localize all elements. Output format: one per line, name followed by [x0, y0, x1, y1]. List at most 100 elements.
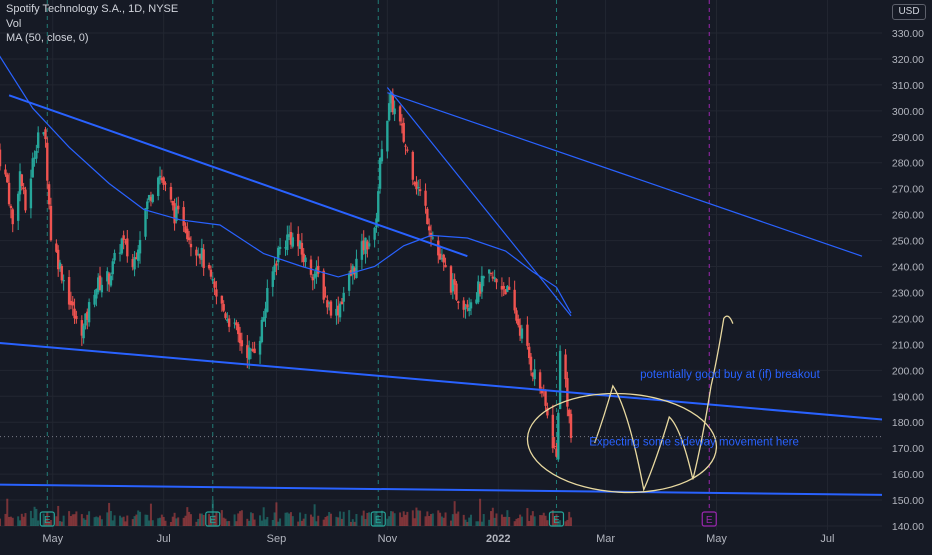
volume-bar [482, 514, 485, 526]
candle-body [247, 347, 251, 360]
price-tick-label: 150.00 [892, 495, 924, 507]
candle-body [238, 332, 242, 344]
candle-body [49, 205, 53, 241]
volume-bar [557, 520, 560, 526]
candle-body [95, 289, 98, 299]
volume-bar [262, 507, 265, 526]
candle-body [444, 265, 447, 268]
candle-body [118, 252, 122, 254]
candle-body [337, 305, 340, 316]
projection-path-drawing [594, 315, 734, 492]
volume-bar [171, 516, 174, 526]
volume-bar [68, 511, 71, 526]
volume-bar [120, 517, 123, 526]
volume-bar [450, 520, 453, 526]
symbol-title: Spotify Technology S.A., 1D, NYSE [6, 3, 179, 15]
volume-bar [297, 521, 300, 526]
candle-body [202, 249, 205, 269]
volume-bar [490, 511, 493, 526]
candle-body [404, 145, 407, 147]
price-tick-label: 190.00 [892, 391, 924, 403]
volume-bar [429, 514, 432, 526]
volume-bar [475, 521, 478, 526]
volume-bar [95, 516, 98, 526]
volume-bar [533, 516, 536, 526]
candle-body [513, 289, 516, 311]
candle-body [237, 324, 240, 335]
volume-bar [402, 511, 405, 526]
earnings-marker-label: E [209, 515, 216, 526]
currency-button[interactable]: USD [892, 4, 926, 20]
candle-body [106, 271, 109, 282]
volume-bar [275, 502, 278, 526]
volume-bar [299, 512, 302, 526]
volume-bar [555, 514, 558, 526]
volume-bar [11, 517, 14, 526]
sideways-ellipse-drawing [526, 392, 718, 494]
volume-bar [188, 511, 191, 526]
volume-bar [442, 517, 445, 526]
price-tick-label: 210.00 [892, 339, 924, 351]
volume-bar [164, 520, 167, 526]
volume-bar [186, 507, 189, 526]
volume-bar [508, 516, 511, 526]
candle-body [455, 283, 458, 300]
candlesticks [0, 88, 573, 462]
candle-body [378, 157, 382, 189]
volume-bar [491, 507, 494, 526]
volume-bar [279, 518, 282, 526]
price-tick-label: 300.00 [892, 106, 924, 118]
volume-bar [197, 518, 200, 526]
candle-body [367, 243, 371, 247]
candle-body [413, 182, 416, 185]
volume-bar [539, 515, 542, 526]
price-tick-label: 240.00 [892, 262, 924, 274]
candle-body [329, 301, 333, 316]
volume-bar [468, 517, 471, 526]
candle-body [526, 324, 529, 346]
volume-bar [149, 503, 152, 526]
candle-body [22, 187, 25, 190]
candle-body [437, 240, 440, 256]
candle-body [266, 288, 269, 312]
volume-bar [159, 517, 162, 526]
volume-bar [417, 510, 420, 526]
volume-bar [60, 521, 63, 526]
volume-bar [33, 506, 36, 526]
ma-line [0, 55, 572, 314]
volume-bar [200, 513, 203, 526]
volume-bar [470, 514, 473, 526]
candle-body [144, 208, 147, 237]
candle-body [275, 263, 278, 266]
candle-body [251, 349, 254, 352]
volume-bar [337, 517, 340, 526]
candle-body [18, 171, 22, 195]
volume-bar [202, 515, 205, 526]
candle-body [186, 228, 189, 240]
volume-bar [455, 513, 458, 526]
candle-body [347, 273, 351, 291]
volume-bar [444, 512, 447, 526]
candle-body [73, 308, 76, 319]
volume-bar [8, 516, 11, 526]
volume-bar [286, 512, 289, 526]
candle-body [16, 193, 20, 221]
candle-body [158, 175, 162, 178]
price-tick-label: 200.00 [892, 365, 924, 377]
candle-body [438, 253, 442, 260]
candle-body [209, 269, 213, 277]
volume-bar [380, 510, 383, 526]
candle-body [249, 349, 253, 351]
trendlines [0, 87, 884, 496]
volume-bar [135, 514, 138, 526]
candle-body [195, 249, 198, 256]
candle-body [322, 270, 325, 300]
grid [0, 0, 882, 530]
volume-bar [388, 516, 391, 526]
volume-bar [148, 520, 151, 526]
candle-body [482, 276, 485, 279]
volume-bar [6, 498, 9, 526]
candle-body [406, 149, 409, 151]
